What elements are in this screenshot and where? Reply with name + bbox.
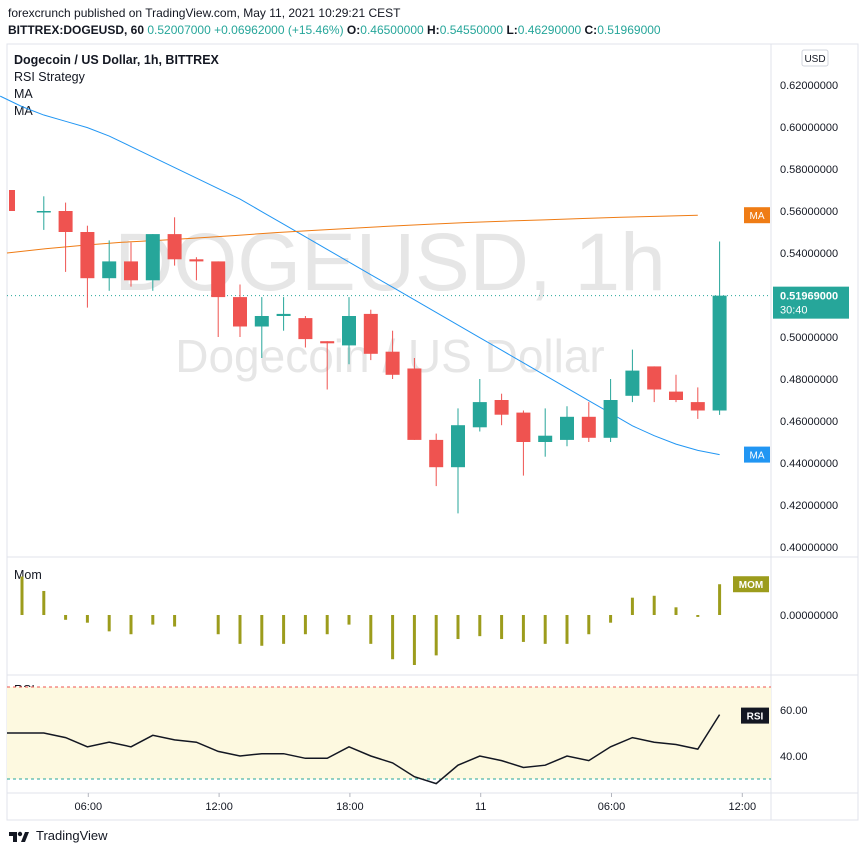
mom-pane-title: Mom — [14, 568, 42, 582]
symbol-label: BITTREX:DOGEUSD, 60 — [8, 23, 145, 37]
candle[interactable] — [690, 402, 705, 411]
legend-item: MA — [14, 87, 33, 101]
rsi-tag-label: RSI — [747, 712, 764, 723]
rsi-band — [7, 687, 771, 779]
candle[interactable] — [211, 261, 226, 298]
watermark-symbol: DOGEUSD, 1h — [114, 217, 665, 308]
time-tick-label: 18:00 — [336, 801, 364, 813]
candle[interactable] — [647, 366, 662, 390]
currency-box[interactable] — [801, 49, 829, 67]
candle[interactable] — [385, 351, 400, 375]
price-tick-label: 0.50000000 — [780, 332, 838, 344]
publish-info: forexcrunch published on TradingView.com… — [8, 6, 401, 20]
low-value: 0.46290000 — [517, 23, 582, 37]
ma-fast-tag — [744, 446, 770, 463]
candle[interactable] — [538, 435, 553, 442]
high-value: 0.54550000 — [439, 23, 504, 37]
candle[interactable] — [669, 391, 683, 400]
change-value: +0.06962000 (+15.46%) — [214, 23, 344, 37]
time-tick-label: 12:00 — [205, 801, 233, 813]
candle[interactable] — [9, 190, 15, 211]
open-label: O: — [346, 23, 361, 37]
time-tick-label: 11 — [475, 801, 486, 813]
candle[interactable] — [233, 297, 247, 327]
high-label: H: — [427, 23, 440, 37]
countdown-label: 30:40 — [780, 305, 808, 317]
candle[interactable] — [145, 234, 160, 281]
mom-tick-label: 0.00000000 — [780, 610, 838, 622]
candle[interactable] — [451, 425, 465, 468]
candle[interactable] — [625, 370, 640, 396]
close-label: C: — [584, 23, 598, 37]
legend-item: MA — [14, 104, 33, 118]
mom-tag — [733, 576, 769, 593]
open-value: 0.46500000 — [360, 23, 424, 37]
candle[interactable] — [320, 341, 335, 344]
candle[interactable] — [167, 234, 182, 260]
candle[interactable] — [298, 318, 313, 340]
candle[interactable] — [407, 368, 422, 440]
price-tick-label: 0.58000000 — [780, 164, 838, 176]
legend-title: Dogecoin / US Dollar, 1h, BITTREX — [14, 53, 220, 67]
chart-frame — [6, 43, 859, 821]
candle[interactable] — [124, 261, 138, 281]
footer-brand-label: TradingView — [36, 828, 108, 843]
price-tick-label: 0.60000000 — [780, 122, 838, 134]
time-tick-label: 12:00 — [729, 801, 757, 813]
rsi-tick-label: 40.00 — [780, 751, 808, 763]
ohlc-header: BITTREX:DOGEUSD, 60 0.52007000 +0.069620… — [8, 23, 661, 37]
legend-item: RSI Strategy — [14, 70, 86, 84]
price-tick-label: 0.62000000 — [780, 80, 838, 92]
ma-fast-line — [0, 95, 720, 456]
ma-fast-tag-label: MA — [750, 451, 765, 462]
last-price-label: 0.51969000 — [780, 291, 838, 303]
candle[interactable] — [494, 400, 509, 415]
price-tick-label: 0.54000000 — [780, 248, 838, 260]
ma-slow-tag-label: MA — [750, 211, 765, 222]
candle[interactable] — [342, 316, 356, 346]
low-label: L: — [506, 23, 518, 37]
ma-slow-tag — [744, 207, 770, 224]
last-price-box — [773, 286, 849, 319]
candle[interactable] — [516, 412, 531, 442]
ma-slow-line — [6, 214, 698, 254]
price-tick-label: 0.48000000 — [780, 374, 838, 386]
price-tick-label: 0.44000000 — [780, 458, 838, 470]
price-tick-label: 0.42000000 — [780, 500, 838, 512]
candle[interactable] — [254, 316, 269, 327]
price-tick-label: 0.40000000 — [780, 542, 838, 554]
currency-label: USD — [804, 54, 825, 65]
candle[interactable] — [560, 416, 574, 440]
candle[interactable] — [429, 439, 444, 468]
candle[interactable] — [603, 400, 618, 438]
price-tick-label: 0.46000000 — [780, 416, 838, 428]
rsi-line — [7, 714, 721, 785]
last-price: 0.52007000 — [147, 23, 211, 37]
mom-tag-label: MOM — [739, 580, 763, 591]
time-tick-label: 06:00 — [75, 801, 103, 813]
footer-brand[interactable]: TradingView — [8, 828, 108, 843]
candle[interactable] — [36, 211, 51, 213]
price-tick-label: 0.56000000 — [780, 206, 838, 218]
candle[interactable] — [472, 402, 487, 428]
candle[interactable] — [712, 295, 727, 411]
candle[interactable] — [58, 211, 73, 232]
candle[interactable] — [189, 259, 204, 262]
candle[interactable] — [363, 313, 378, 354]
rsi-tag — [741, 707, 769, 724]
candle[interactable] — [581, 416, 596, 438]
candle[interactable] — [102, 261, 117, 279]
candle[interactable] — [276, 313, 291, 316]
tradingview-logo-icon — [9, 831, 29, 842]
rsi-tick-label: 60.00 — [780, 705, 808, 717]
time-tick-label: 06:00 — [598, 801, 626, 813]
candle[interactable] — [80, 232, 95, 279]
close-value: 0.51969000 — [597, 23, 661, 37]
